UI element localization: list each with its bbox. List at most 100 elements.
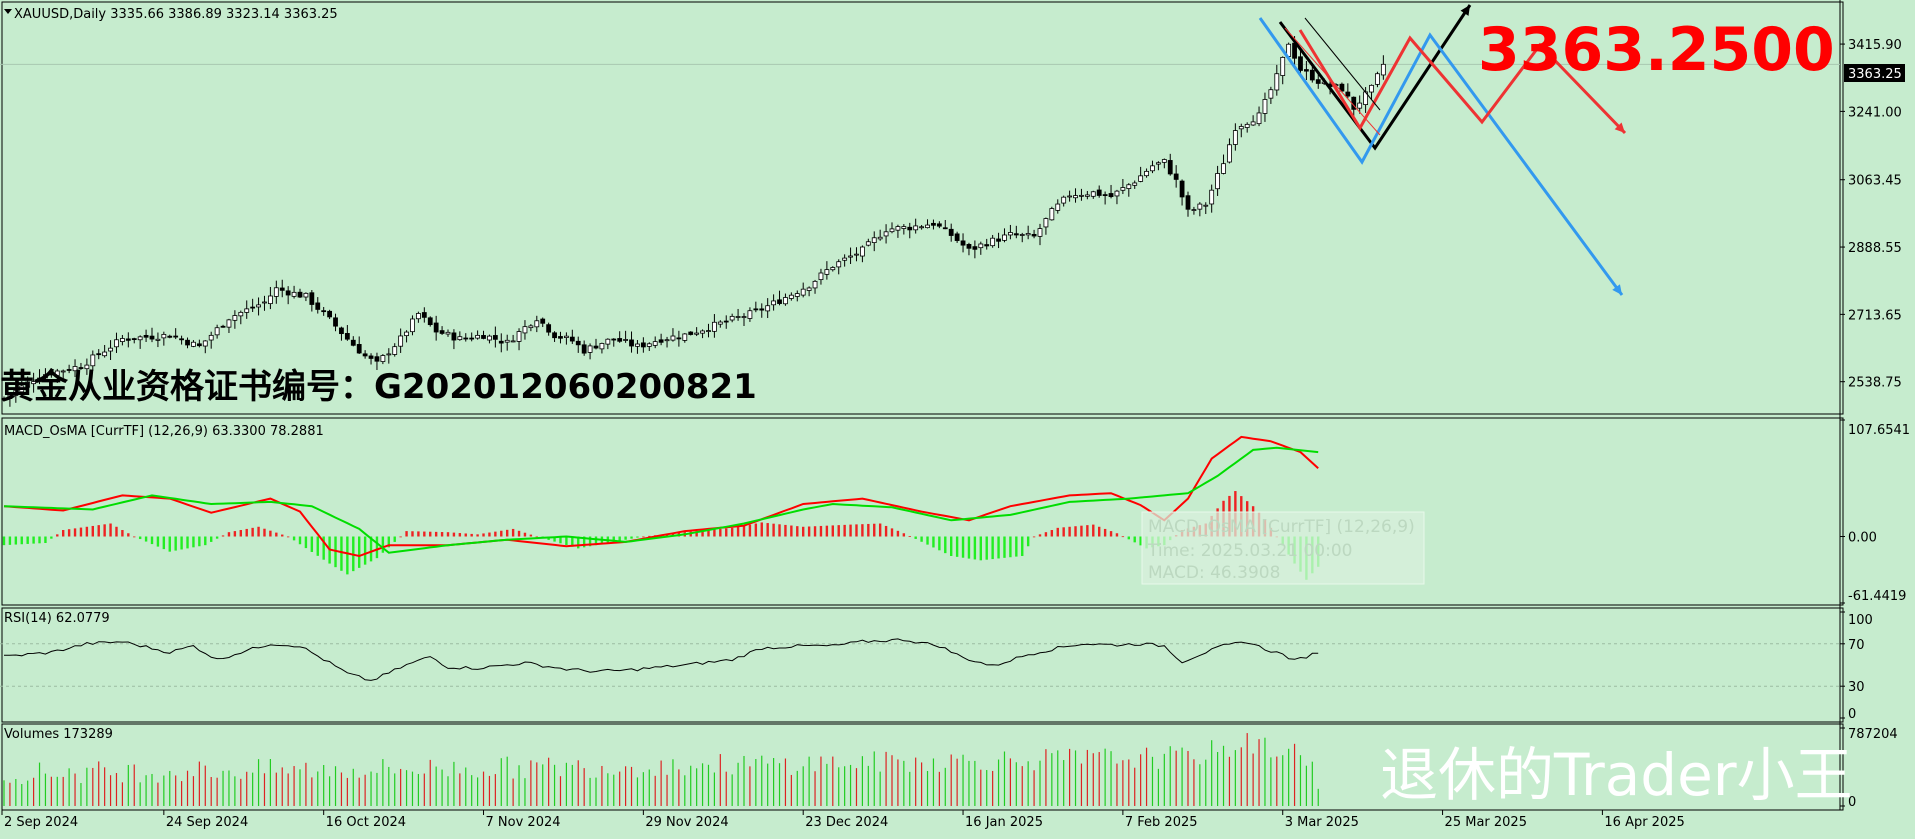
candle (37, 369, 42, 385)
volume-bars (3, 733, 1319, 806)
candle (1008, 224, 1013, 240)
osma-bar (730, 527, 734, 537)
osma-bar (150, 536, 154, 545)
watermark: 退休的Trader小王 (1380, 741, 1853, 809)
osma-bar (642, 536, 645, 538)
osma-bar (85, 526, 89, 537)
candle (226, 318, 232, 334)
osma-bar (855, 524, 858, 537)
osma-bar (1026, 536, 1030, 547)
candle (1315, 74, 1321, 89)
osma-bar (571, 536, 574, 547)
candle (161, 331, 167, 346)
candle (664, 336, 670, 348)
osma-bar (961, 536, 965, 558)
osma-bar (1068, 526, 1071, 537)
osma-bar (807, 526, 811, 537)
candle (777, 290, 782, 306)
candle (794, 290, 800, 302)
osma-bar (742, 525, 746, 537)
candle (860, 245, 865, 263)
candle (368, 353, 374, 365)
candle (321, 306, 327, 316)
osma-bar (470, 533, 473, 537)
osma-bar (790, 525, 793, 537)
candle (84, 358, 90, 375)
candle (966, 242, 972, 256)
osma-bar (340, 536, 343, 571)
macd-title: MACD_OsMA [CurrTF] (12,26,9) 63.3300 78.… (4, 424, 324, 439)
candle (1380, 55, 1386, 80)
candle (942, 219, 948, 230)
osma-bar (417, 531, 420, 537)
candle (605, 338, 611, 350)
thin-black-line (1304, 17, 1381, 111)
candle (1150, 160, 1155, 174)
osma-bar (896, 530, 900, 537)
macd-axis-ticks: 107.6541 0.00 -61.4419 (1840, 419, 1910, 604)
candle (788, 292, 794, 301)
red-projection-arrow (1298, 29, 1627, 135)
osma-bar (612, 536, 615, 542)
candle (90, 350, 96, 371)
osma-bar (1139, 536, 1142, 546)
osma-bar (79, 527, 83, 537)
osma-bar (825, 525, 829, 537)
osma-bar (914, 536, 917, 539)
osma-bar (991, 536, 994, 560)
candle (1096, 185, 1102, 198)
candle (185, 337, 190, 349)
candle (19, 380, 25, 395)
osma-bar (144, 536, 148, 542)
osma-bar (582, 536, 586, 548)
price-tick-label: 2888.55 (1848, 241, 1902, 256)
volume-axis-ticks: 787204 0 (1840, 727, 1898, 810)
osma-bar (429, 531, 432, 537)
candle (451, 329, 457, 350)
macd-main-line (3, 435, 1319, 558)
candle (344, 325, 350, 341)
osma-bar (1098, 526, 1101, 537)
macd-tick-label: 107.6541 (1848, 423, 1910, 438)
candle (765, 298, 771, 319)
candle (1114, 189, 1120, 205)
osma-bar (115, 526, 118, 537)
candle (871, 231, 877, 252)
candle (167, 334, 173, 339)
candle (1369, 84, 1374, 101)
osma-bar (239, 530, 242, 537)
time-tick-label: 7 Nov 2024 (486, 815, 561, 830)
osma-bar (304, 536, 308, 549)
osma-bar (440, 532, 444, 537)
candle (552, 331, 557, 342)
collapse-triangle-icon[interactable] (4, 9, 12, 14)
tooltip-time: Time: 2025.03.21 00:00 (1147, 541, 1352, 561)
candle (1238, 123, 1244, 138)
osma-bar (517, 530, 521, 537)
candle (830, 266, 836, 272)
osma-bar (1086, 525, 1089, 537)
candle (516, 328, 522, 351)
osma-bar (1056, 527, 1059, 537)
osma-bar (20, 536, 23, 545)
candle (339, 326, 344, 341)
osma-bar (174, 536, 177, 551)
candle (1138, 166, 1144, 183)
osma-bar (482, 533, 485, 537)
candle (196, 339, 202, 348)
time-axis: 2 Sep 2024 24 Sep 2024 16 Oct 2024 7 Nov 20… (1, 810, 1685, 830)
candle (410, 315, 415, 336)
osma-bar (1003, 536, 1006, 558)
candle (137, 335, 143, 349)
osma-bar (494, 531, 497, 537)
osma-bar (1021, 536, 1024, 556)
projection-arrows[interactable] (1258, 4, 1627, 296)
candle (244, 300, 250, 319)
candle (291, 285, 297, 299)
osma-bar (754, 523, 758, 537)
candle (1019, 232, 1025, 243)
osma-bar (375, 536, 379, 559)
candle (658, 333, 664, 346)
candle (978, 241, 984, 255)
